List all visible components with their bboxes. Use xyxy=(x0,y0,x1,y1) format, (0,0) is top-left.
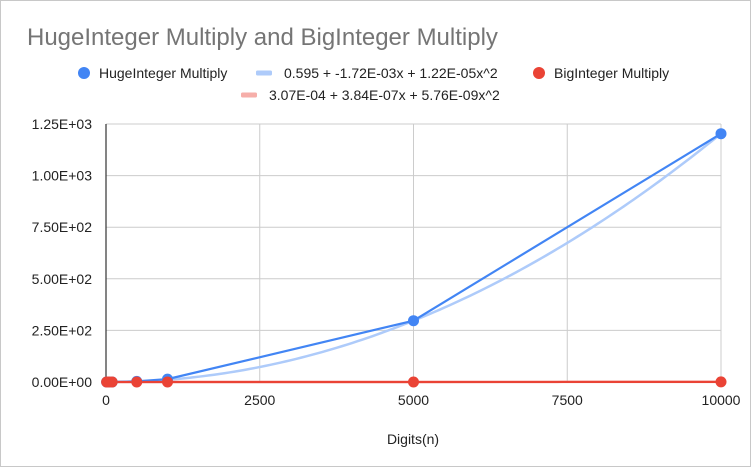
x-tick-label: 5000 xyxy=(398,392,429,408)
chart-title: HugeInteger Multiply and BigInteger Mult… xyxy=(27,24,498,51)
y-tick-label: 5.00E+02 xyxy=(32,271,93,287)
x-tick-labels: 0 2500 5000 7500 10000 xyxy=(102,392,741,408)
legend-label: HugeInteger Multiply xyxy=(99,65,227,81)
y-tick-label: 7.50E+02 xyxy=(32,219,93,235)
y-tick-label: 0.00E+00 xyxy=(32,374,93,390)
data-point xyxy=(715,128,727,140)
y-tick-labels: 0.00E+00 2.50E+02 5.00E+02 7.50E+02 1.00E+03… xyxy=(32,116,93,390)
legend-marker xyxy=(78,67,90,79)
x-tick-label: 10000 xyxy=(702,392,741,408)
legend-label: 3.07E-04 + 3.84E-07x + 5.76E-09x^2 xyxy=(269,87,500,103)
y-tick-label: 2.50E+02 xyxy=(32,322,93,338)
data-point xyxy=(131,376,143,388)
y-tick-label: 1.25E+03 xyxy=(32,116,93,132)
data-point xyxy=(408,315,419,327)
x-tick-label: 0 xyxy=(102,392,110,408)
legend-marker xyxy=(241,92,257,98)
data-point xyxy=(408,376,419,388)
data-point xyxy=(106,376,118,388)
data-point xyxy=(162,376,173,388)
x-axis-title: Digits(n) xyxy=(387,431,439,447)
y-tick-label: 1.00E+03 xyxy=(32,168,93,184)
series-points xyxy=(101,128,727,388)
data-point xyxy=(715,376,727,388)
legend-marker xyxy=(256,70,272,76)
legend: HugeInteger Multiply 0.595 + -1.72E-03x +… xyxy=(78,65,669,103)
x-tick-label: 7500 xyxy=(552,392,583,408)
legend-label: BigInteger Multiply xyxy=(554,65,669,81)
gridlines xyxy=(105,123,722,383)
legend-label: 0.595 + -1.72E-03x + 1.22E-05x^2 xyxy=(284,65,498,81)
x-tick-label: 2500 xyxy=(244,392,275,408)
legend-marker xyxy=(533,67,545,79)
